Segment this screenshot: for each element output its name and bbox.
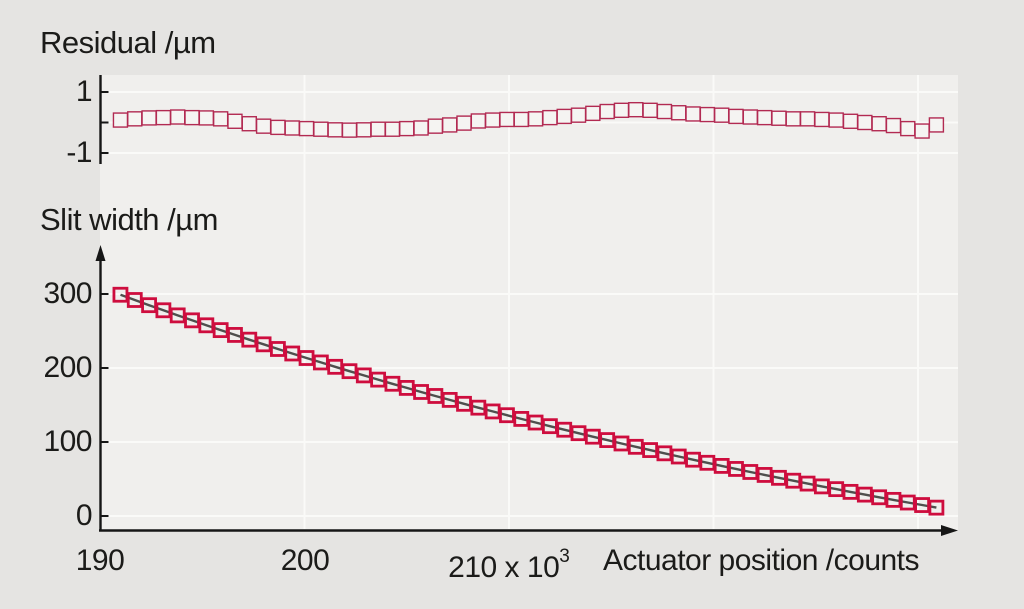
residual-marker xyxy=(499,111,515,128)
residual-marker xyxy=(599,103,615,120)
plot-background xyxy=(100,75,958,530)
residual-y-tick-label: -1 xyxy=(66,136,92,169)
residual-marker xyxy=(814,111,830,128)
residual-marker xyxy=(456,115,472,131)
residual-marker xyxy=(785,111,801,127)
residual-marker xyxy=(542,109,558,126)
residual-marker xyxy=(155,109,172,126)
residual-marker xyxy=(556,108,572,125)
residual-marker xyxy=(756,109,773,126)
slit-width-marker xyxy=(928,499,945,516)
slit-y-tick-label: 0 xyxy=(75,499,93,532)
residual-marker xyxy=(713,107,730,123)
residual-marker xyxy=(742,109,759,125)
residual-marker xyxy=(470,113,487,129)
residual-marker xyxy=(570,107,587,123)
residual-marker xyxy=(728,108,744,125)
residual-marker xyxy=(656,103,673,120)
residual-marker xyxy=(441,117,458,133)
residual-marker xyxy=(842,113,859,129)
x-tick-label: 200 xyxy=(280,544,330,577)
residual-marker xyxy=(885,117,902,134)
residual-marker xyxy=(685,106,701,122)
residual-marker xyxy=(184,109,200,126)
x-tick-exponent: 3 xyxy=(559,546,570,567)
residual-marker xyxy=(828,112,844,128)
residual-marker xyxy=(613,102,630,119)
residual-marker xyxy=(771,110,787,126)
residual-marker xyxy=(900,120,916,137)
residual-marker xyxy=(141,110,157,126)
residual-marker xyxy=(313,121,329,137)
residual-marker xyxy=(112,112,129,128)
residual-marker xyxy=(227,113,243,129)
residual-marker xyxy=(327,122,343,138)
x-tick-label: 190 xyxy=(75,544,125,577)
residual-marker xyxy=(284,120,300,136)
residual-marker xyxy=(212,111,229,127)
residual-marker xyxy=(255,118,272,134)
residual-marker xyxy=(585,105,601,122)
slit-y-tick-label: 100 xyxy=(43,425,92,458)
residual-marker xyxy=(198,110,215,126)
residual-marker xyxy=(671,105,687,121)
residual-marker xyxy=(241,116,257,132)
residual-marker xyxy=(857,114,873,131)
slit-y-tick-label: 300 xyxy=(43,277,92,310)
residual-marker xyxy=(413,120,429,136)
slit-width-series xyxy=(112,286,945,516)
residual-panel-title: Residual /µm xyxy=(40,25,216,60)
residual-marker xyxy=(341,122,358,138)
residual-marker xyxy=(384,121,401,137)
residual-marker xyxy=(270,119,286,136)
residual-marker xyxy=(170,109,186,125)
residual-marker xyxy=(427,118,444,134)
residual-marker xyxy=(871,116,887,132)
residual-marker xyxy=(399,120,415,137)
slit-y-tick-label: 200 xyxy=(43,351,92,384)
residual-marker xyxy=(628,101,644,118)
slit-y-axis-arrowhead xyxy=(95,245,106,261)
residual-marker xyxy=(513,111,529,128)
x-axis-arrowhead xyxy=(941,525,958,536)
slit-width-panel-title: Slit width /µm xyxy=(40,202,218,237)
residual-marker xyxy=(356,122,372,138)
residual-marker xyxy=(642,102,658,119)
residual-marker xyxy=(799,111,816,127)
x-tick-label: 210 x 103 xyxy=(448,546,570,584)
x-axis-title: Actuator position /counts xyxy=(603,544,920,577)
residual-marker xyxy=(699,106,716,123)
residual-y-tick-label: 1 xyxy=(75,75,93,108)
residual-series xyxy=(112,101,945,139)
residual-marker xyxy=(484,112,501,128)
residual-marker xyxy=(527,111,544,127)
axes xyxy=(95,75,958,536)
residual-marker xyxy=(127,111,143,127)
residual-marker xyxy=(928,117,945,133)
residual-marker xyxy=(370,121,386,137)
residual-marker xyxy=(914,123,930,139)
residual-marker xyxy=(298,120,315,137)
